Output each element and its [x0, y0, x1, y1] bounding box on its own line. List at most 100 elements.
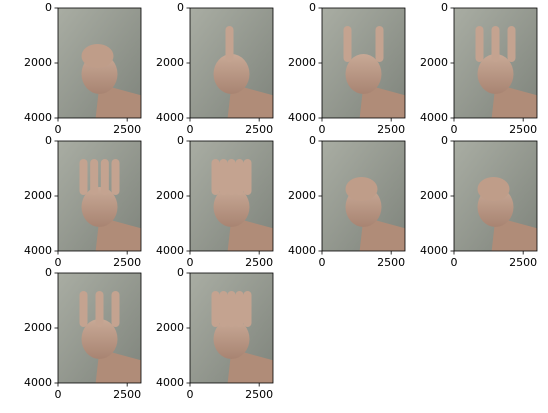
arm — [227, 217, 273, 251]
x-tick-label: 0 — [187, 388, 194, 401]
photo — [454, 141, 537, 251]
finger — [111, 291, 120, 327]
arm — [95, 217, 141, 251]
photo — [322, 8, 405, 118]
y-tick-label: 4000 — [156, 111, 184, 124]
y-tick-label: 2000 — [24, 56, 52, 69]
fist — [345, 177, 378, 201]
palm — [477, 54, 514, 94]
x-tick-label: 2500 — [113, 123, 141, 136]
x-tick-label: 0 — [319, 123, 326, 136]
x-tick-label: 2500 — [245, 256, 273, 269]
palm — [81, 187, 118, 227]
x-tick-label: 2500 — [377, 123, 405, 136]
x-tick-label: 2500 — [509, 123, 537, 136]
photo — [454, 8, 537, 118]
x-tick-label: 0 — [55, 388, 62, 401]
y-tick-label: 4000 — [288, 244, 316, 257]
y-tick-label: 4000 — [156, 376, 184, 389]
x-tick-label: 2500 — [245, 123, 273, 136]
photo — [190, 141, 273, 251]
y-tick-label: 4000 — [24, 111, 52, 124]
x-tick-label: 0 — [451, 256, 458, 269]
finger — [343, 26, 352, 62]
y-tick-label: 4000 — [24, 376, 52, 389]
finger — [235, 159, 244, 195]
y-tick-label: 4000 — [420, 111, 448, 124]
y-tick-label: 2000 — [156, 189, 184, 202]
finger — [100, 159, 109, 195]
photo — [322, 141, 405, 251]
y-tick-label: 0 — [309, 134, 316, 147]
finger — [507, 26, 516, 62]
x-tick-label: 2500 — [113, 256, 141, 269]
finger — [219, 159, 228, 195]
y-tick-label: 4000 — [156, 244, 184, 257]
arm — [95, 349, 141, 383]
finger — [219, 291, 228, 327]
y-tick-label: 0 — [45, 134, 52, 147]
palm — [213, 54, 250, 94]
arm — [491, 84, 537, 118]
finger — [243, 159, 252, 195]
finger — [79, 159, 88, 195]
arm — [227, 84, 273, 118]
arm — [359, 217, 405, 251]
x-tick-label: 0 — [187, 123, 194, 136]
y-tick-label: 0 — [177, 266, 184, 279]
x-tick-label: 2500 — [377, 256, 405, 269]
palm — [213, 319, 250, 359]
y-tick-label: 0 — [441, 1, 448, 14]
finger — [90, 159, 99, 195]
y-tick-label: 2000 — [156, 321, 184, 334]
x-tick-label: 0 — [319, 256, 326, 269]
finger — [111, 159, 120, 195]
arm — [359, 84, 405, 118]
y-tick-label: 2000 — [420, 56, 448, 69]
palm — [213, 187, 250, 227]
finger — [225, 26, 234, 62]
finger — [211, 159, 220, 195]
palm — [81, 319, 118, 359]
arm — [227, 349, 273, 383]
y-tick-label: 0 — [177, 134, 184, 147]
photo — [190, 8, 273, 118]
y-tick-label: 2000 — [24, 189, 52, 202]
finger — [243, 291, 252, 327]
y-tick-label: 4000 — [24, 244, 52, 257]
x-tick-label: 0 — [55, 256, 62, 269]
x-tick-label: 2500 — [113, 388, 141, 401]
y-tick-label: 2000 — [24, 321, 52, 334]
finger — [211, 291, 220, 327]
finger — [95, 291, 104, 327]
finger — [491, 26, 500, 62]
x-tick-label: 0 — [55, 123, 62, 136]
y-tick-label: 4000 — [288, 111, 316, 124]
finger — [79, 291, 88, 327]
y-tick-label: 0 — [309, 1, 316, 14]
photo — [58, 141, 141, 251]
y-tick-label: 0 — [45, 1, 52, 14]
y-tick-label: 4000 — [420, 244, 448, 257]
finger — [227, 159, 236, 195]
y-tick-label: 2000 — [288, 189, 316, 202]
finger — [375, 26, 384, 62]
y-tick-label: 2000 — [288, 56, 316, 69]
photo — [58, 8, 141, 118]
arm — [491, 217, 537, 251]
finger — [235, 291, 244, 327]
x-tick-label: 2500 — [509, 256, 537, 269]
fist — [477, 177, 510, 201]
x-tick-label: 0 — [451, 123, 458, 136]
